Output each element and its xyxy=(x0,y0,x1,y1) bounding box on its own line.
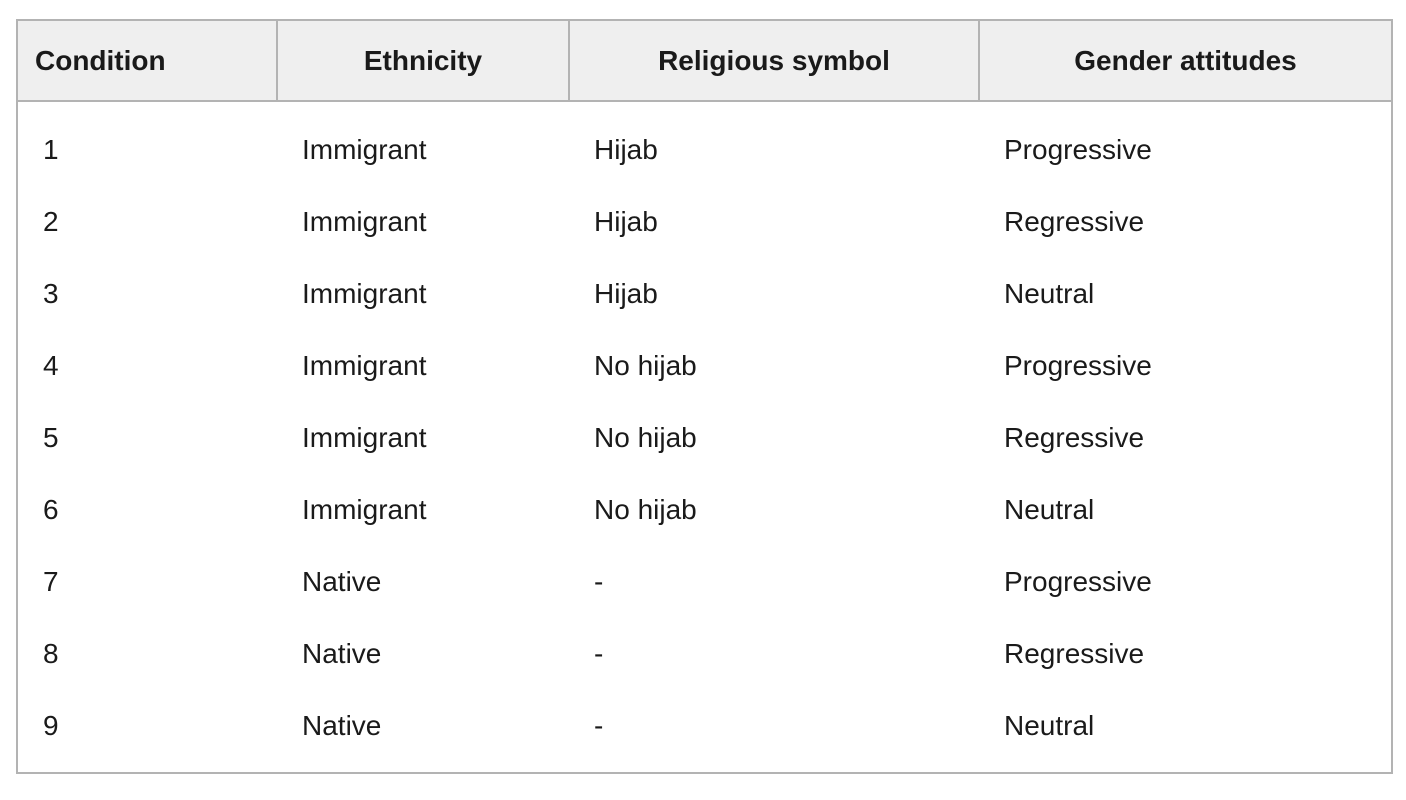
cell-gender: Neutral xyxy=(1004,278,1095,309)
header-condition: Condition xyxy=(18,21,278,102)
cell-gender: Progressive xyxy=(1004,350,1152,381)
cell-gender: Progressive xyxy=(1004,134,1152,165)
header-ethnicity: Ethnicity xyxy=(277,21,570,102)
cell-condition: 8 xyxy=(43,638,59,669)
cell-religious: - xyxy=(594,710,604,741)
table-row: 5 Immigrant No hijab Regressive xyxy=(18,402,1391,474)
body-top-spacer xyxy=(18,101,1391,114)
table-body: 1 Immigrant Hijab Progressive 2 Immigrant Hija… xyxy=(18,101,1391,762)
cell-religious: - xyxy=(594,638,604,669)
table-row: 7 Native - Progressive xyxy=(18,546,1391,618)
cell-religious: No hijab xyxy=(594,422,697,453)
cell-gender: Regressive xyxy=(1004,422,1145,453)
cell-religious: No hijab xyxy=(594,494,697,525)
cell-gender: Neutral xyxy=(1004,710,1095,741)
table-header: Condition Ethnicity Religious symbol Gen… xyxy=(18,21,1391,102)
cell-gender: Regressive xyxy=(1004,638,1145,669)
cell-ethnicity: Native xyxy=(302,638,382,669)
cell-ethnicity: Native xyxy=(302,710,382,741)
cell-ethnicity: Immigrant xyxy=(302,422,427,453)
table-row: 6 Immigrant No hijab Neutral xyxy=(18,474,1391,546)
cell-gender: Regressive xyxy=(1004,206,1145,237)
table-row: 9 Native - Neutral xyxy=(18,690,1391,762)
table-row: 2 Immigrant Hijab Regressive xyxy=(18,186,1391,258)
table-row: 4 Immigrant No hijab Progressive xyxy=(18,330,1391,402)
header-religious-symbol: Religious symbol xyxy=(569,21,980,102)
cell-religious: Hijab xyxy=(594,278,658,309)
cell-condition: 1 xyxy=(43,134,59,165)
cell-ethnicity: Immigrant xyxy=(302,134,427,165)
cell-condition: 4 xyxy=(43,350,59,381)
cell-condition: 5 xyxy=(43,422,59,453)
header-row: Condition Ethnicity Religious symbol Gen… xyxy=(18,21,1391,102)
cell-religious: Hijab xyxy=(594,206,658,237)
cell-religious: - xyxy=(594,566,604,597)
cell-ethnicity: Immigrant xyxy=(302,494,427,525)
cell-ethnicity: Immigrant xyxy=(302,350,427,381)
table-row: 3 Immigrant Hijab Neutral xyxy=(18,258,1391,330)
cell-condition: 3 xyxy=(43,278,59,309)
cell-condition: 9 xyxy=(43,710,59,741)
cell-condition: 7 xyxy=(43,566,59,597)
cell-gender: Neutral xyxy=(1004,494,1095,525)
conditions-table: Condition Ethnicity Religious symbol Gen… xyxy=(18,21,1391,762)
conditions-table-frame: Condition Ethnicity Religious symbol Gen… xyxy=(16,19,1393,774)
cell-ethnicity: Immigrant xyxy=(302,206,427,237)
cell-condition: 2 xyxy=(43,206,59,237)
cell-ethnicity: Native xyxy=(302,566,382,597)
table-row: 1 Immigrant Hijab Progressive xyxy=(18,114,1391,186)
cell-ethnicity: Immigrant xyxy=(302,278,427,309)
cell-religious: No hijab xyxy=(594,350,697,381)
table-row: 8 Native - Regressive xyxy=(18,618,1391,690)
cell-religious: Hijab xyxy=(594,134,658,165)
cell-condition: 6 xyxy=(43,494,59,525)
cell-gender: Progressive xyxy=(1004,566,1152,597)
header-gender-attitudes: Gender attitudes xyxy=(979,21,1391,102)
